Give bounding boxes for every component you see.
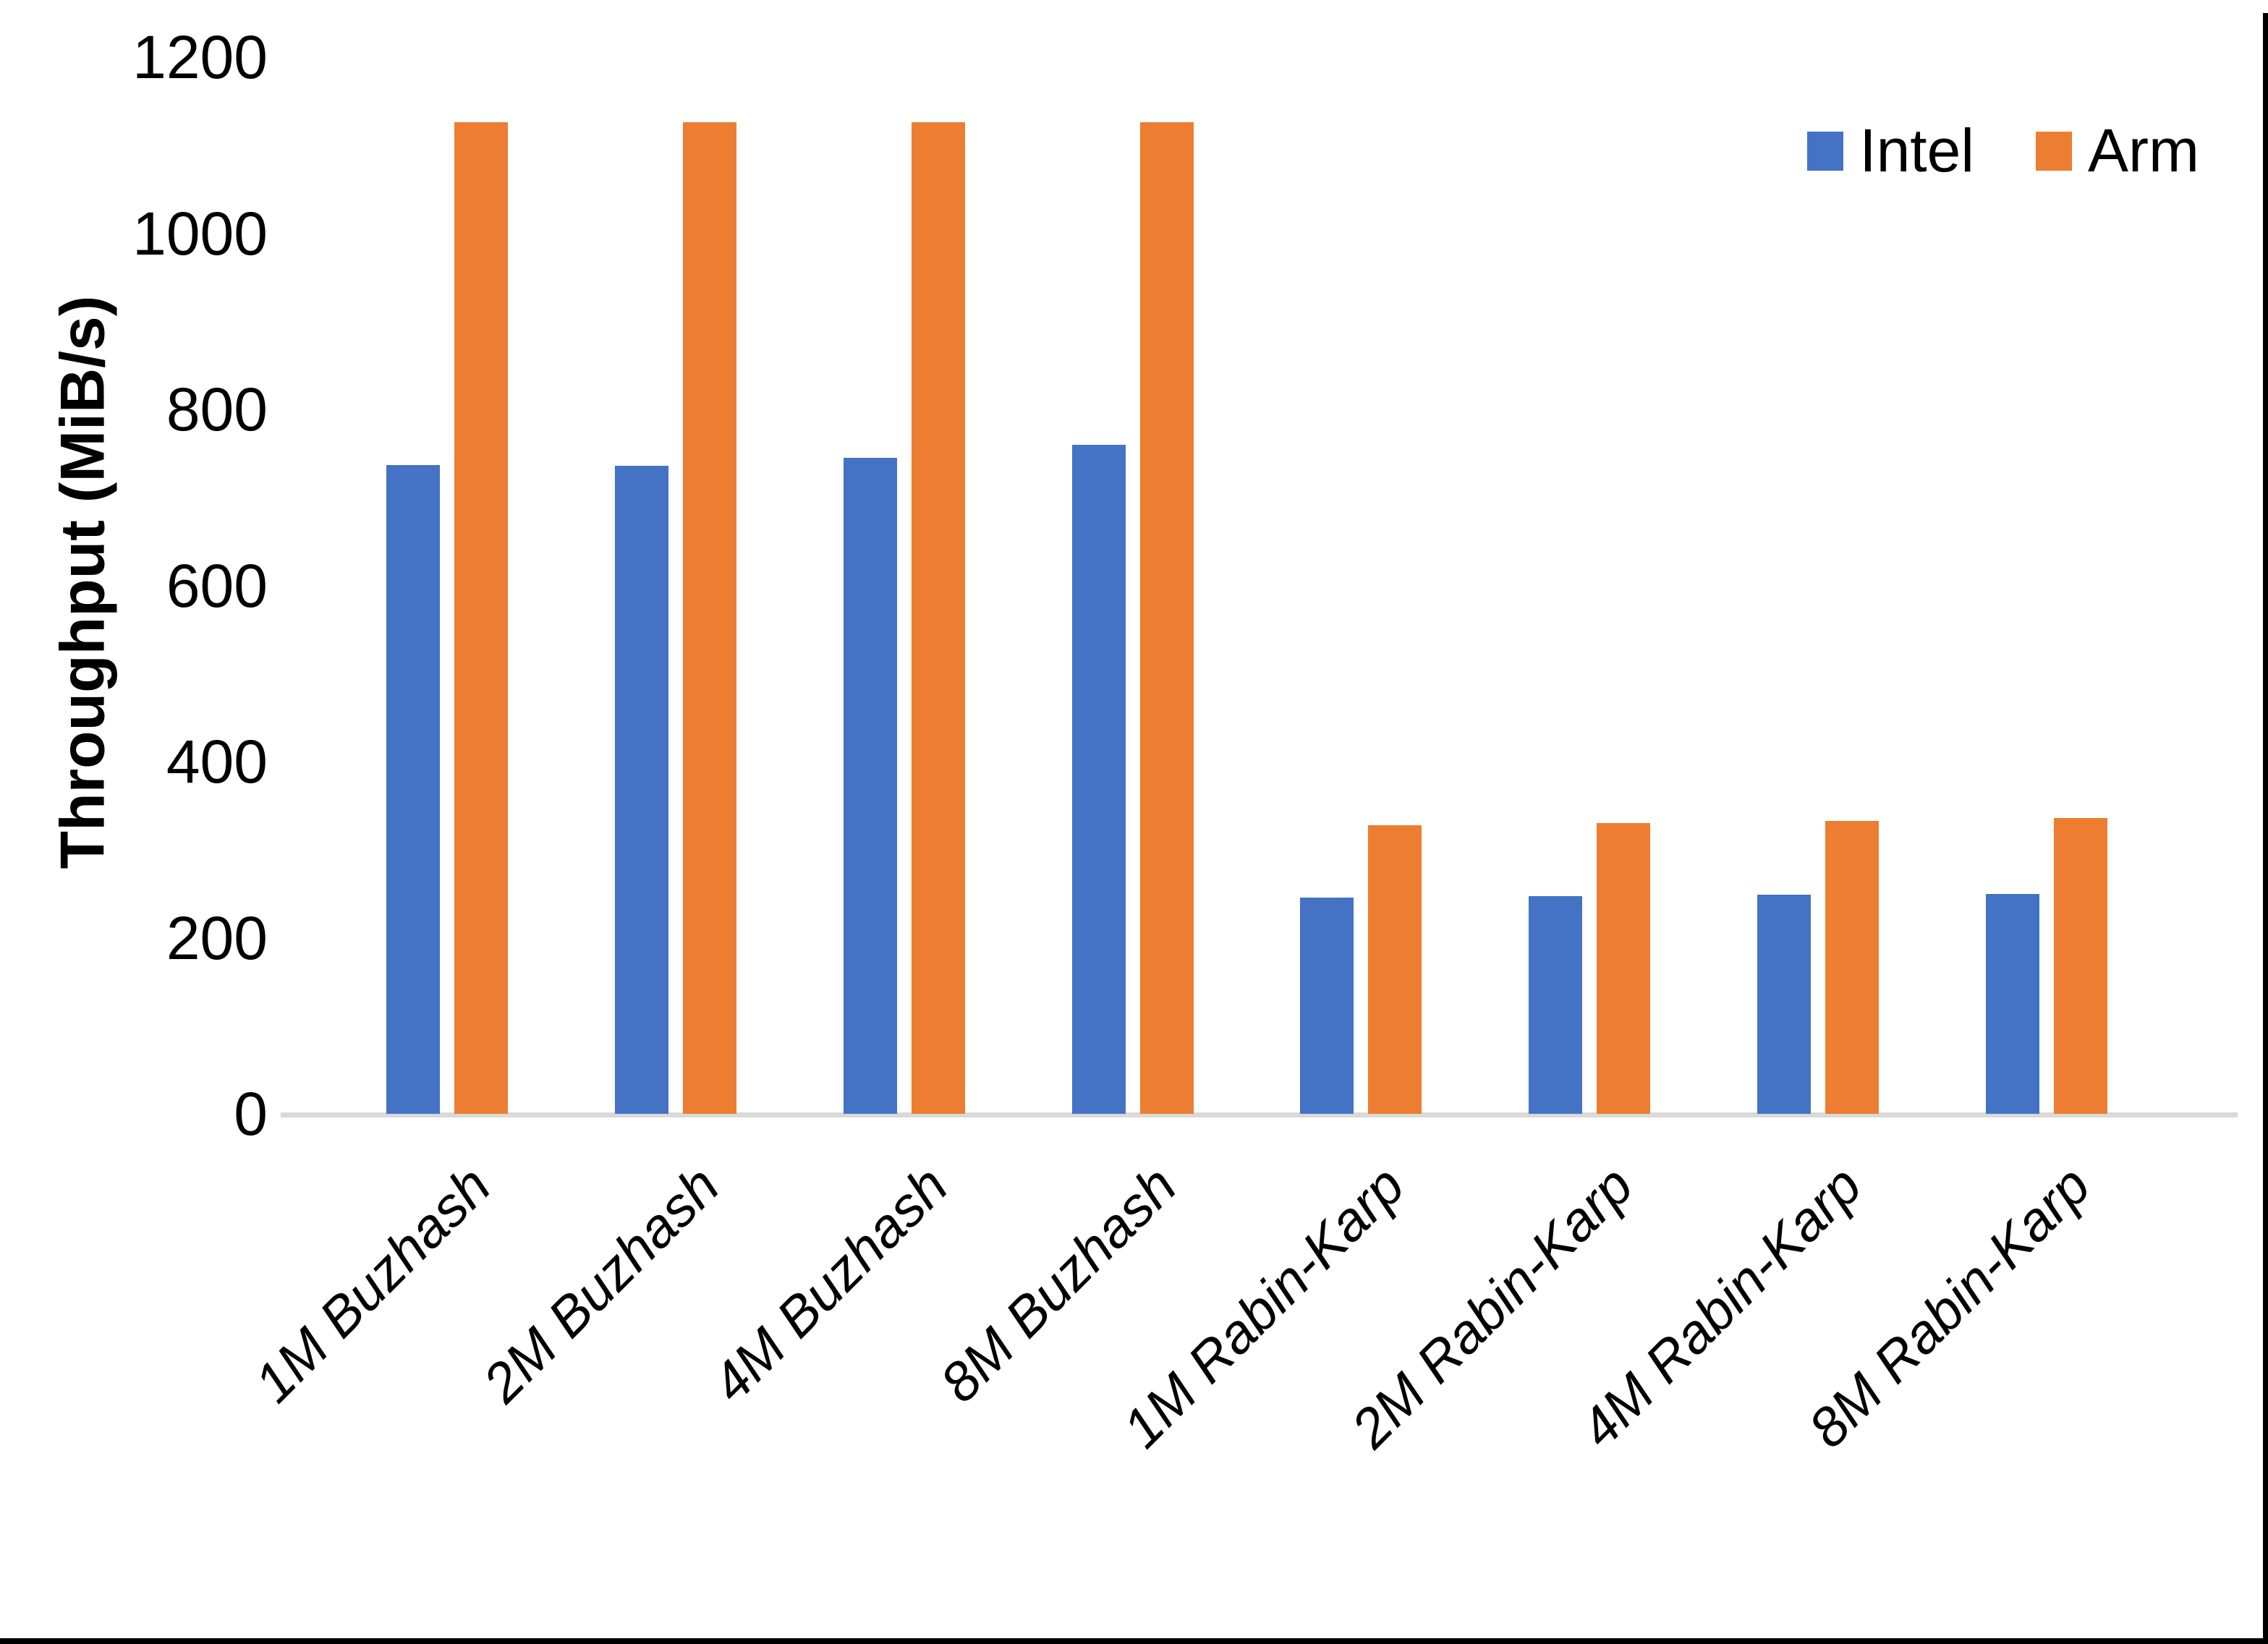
bar-arm-8m-rabin-karp	[2054, 817, 2108, 1114]
bar-intel-2m-buzhash	[614, 465, 668, 1114]
bar-arm-1m-rabin-karp	[1368, 825, 1422, 1114]
legend: Intel Arm	[1807, 116, 2199, 186]
y-tick-800: 800	[166, 375, 268, 443]
bar-intel-1m-rabin-karp	[1300, 897, 1354, 1114]
x-label-2m-buzhash: 2M Buzhash	[471, 1154, 731, 1415]
x-label-4m-buzhash: 4M Buzhash	[700, 1154, 960, 1415]
x-label-8m-buzhash: 8M Buzhash	[928, 1154, 1189, 1415]
bar-arm-1m-buzhash	[454, 122, 508, 1114]
y-tick-1200: 1200	[132, 23, 268, 91]
bar-intel-8m-buzhash	[1071, 444, 1126, 1114]
x-axis-line	[281, 1112, 2238, 1117]
y-tick-400: 400	[166, 728, 268, 796]
bar-intel-8m-rabin-karp	[1986, 893, 2040, 1114]
bar-group-8m-buzhash	[1019, 57, 1247, 1114]
legend-item-intel: Intel	[1807, 116, 1974, 186]
bar-arm-4m-rabin-karp	[1825, 820, 1880, 1114]
bar-intel-4m-buzhash	[843, 457, 897, 1114]
frame-border-bottom	[0, 1638, 2268, 1644]
y-tick-0: 0	[234, 1080, 268, 1148]
bar-intel-4m-rabin-karp	[1757, 894, 1812, 1114]
bar-arm-2m-buzhash	[682, 122, 736, 1114]
legend-item-arm: Arm	[2036, 116, 2199, 186]
frame-border-right	[2263, 13, 2268, 1644]
legend-swatch-arm	[2036, 131, 2073, 171]
x-label-1m-buzhash: 1M Buzhash	[242, 1154, 503, 1415]
y-tick-200: 200	[166, 903, 268, 972]
bar-group-1m-buzhash	[333, 57, 561, 1114]
bar-group-2m-buzhash	[561, 57, 790, 1114]
bar-intel-1m-buzhash	[386, 464, 440, 1114]
bar-group-8m-rabin-karp	[1932, 57, 2161, 1114]
bar-group-4m-buzhash	[790, 57, 1019, 1114]
y-tick-600: 600	[166, 551, 268, 620]
legend-label-intel: Intel	[1859, 116, 1975, 184]
plot-area	[281, 57, 2238, 1114]
y-tick-1000: 1000	[132, 199, 268, 268]
bar-arm-8m-buzhash	[1139, 122, 1194, 1114]
bar-intel-2m-rabin-karp	[1529, 896, 1583, 1114]
bar-group-1m-rabin-karp	[1247, 57, 1476, 1114]
bar-arm-4m-buzhash	[911, 122, 965, 1114]
bar-arm-2m-rabin-karp	[1597, 823, 1651, 1114]
bar-group-2m-rabin-karp	[1475, 57, 1704, 1114]
legend-swatch-intel	[1807, 131, 1844, 171]
bar-group-4m-rabin-karp	[1704, 57, 1932, 1114]
legend-label-arm: Arm	[2088, 116, 2199, 184]
